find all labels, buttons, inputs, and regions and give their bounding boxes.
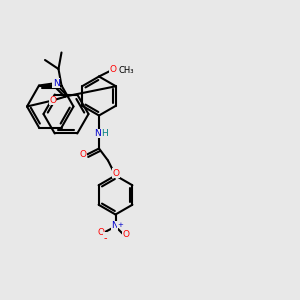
Text: +: + bbox=[117, 222, 123, 228]
Text: O: O bbox=[80, 150, 87, 159]
Text: CH₃: CH₃ bbox=[118, 66, 134, 75]
Text: N: N bbox=[94, 129, 101, 138]
Text: O: O bbox=[109, 65, 116, 74]
Text: H: H bbox=[101, 129, 108, 138]
Text: N: N bbox=[111, 221, 118, 230]
Text: O: O bbox=[49, 96, 56, 105]
Text: O: O bbox=[113, 169, 120, 178]
Text: O: O bbox=[98, 228, 105, 237]
Text: N: N bbox=[53, 79, 60, 88]
Text: -: - bbox=[103, 233, 107, 243]
Text: O: O bbox=[122, 230, 130, 238]
